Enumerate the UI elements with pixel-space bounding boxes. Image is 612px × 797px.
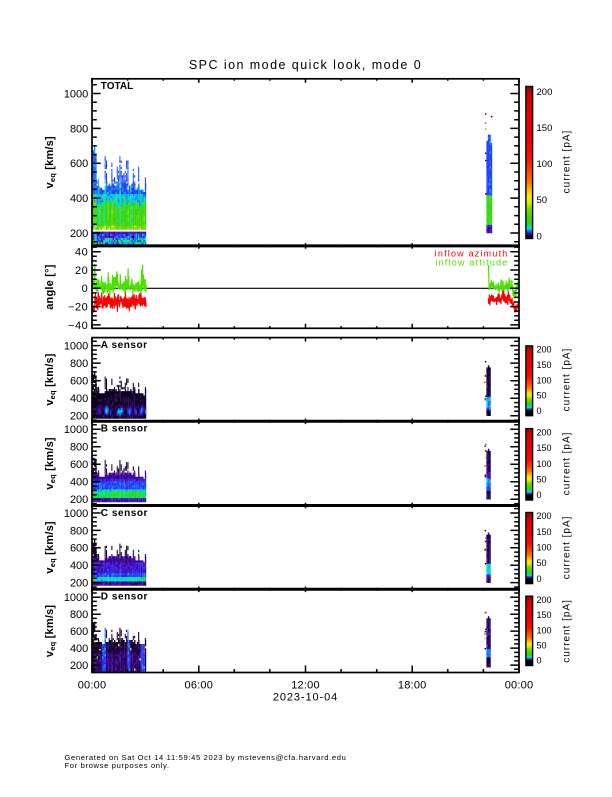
svg-text:600: 600 — [70, 158, 88, 170]
svg-text:2023-10-04: 2023-10-04 — [273, 692, 338, 704]
svg-text:200: 200 — [70, 494, 88, 506]
svg-text:400: 400 — [70, 477, 88, 489]
svg-text:100: 100 — [537, 625, 552, 635]
svg-text:800: 800 — [70, 525, 88, 537]
svg-text:800: 800 — [70, 358, 88, 370]
svg-text:inflow attitude: inflow attitude — [435, 257, 508, 267]
svg-text:400: 400 — [70, 193, 88, 205]
svg-text:200: 200 — [537, 595, 552, 605]
svg-text:1000: 1000 — [64, 88, 88, 100]
svg-text:150: 150 — [537, 123, 553, 134]
svg-text:800: 800 — [70, 442, 88, 454]
svg-text:150: 150 — [537, 443, 552, 453]
svg-text:50: 50 — [537, 558, 547, 568]
svg-text:200: 200 — [537, 345, 552, 355]
svg-text:current [pA]: current [pA] — [561, 432, 572, 496]
svg-text:1000: 1000 — [64, 341, 88, 353]
svg-text:18:00: 18:00 — [398, 680, 427, 692]
svg-text:200: 200 — [70, 660, 88, 672]
svg-text:600: 600 — [70, 376, 88, 388]
svg-text:00:00: 00:00 — [505, 680, 534, 692]
svg-text:0: 0 — [82, 283, 89, 295]
svg-text:50: 50 — [537, 195, 548, 206]
svg-text:200: 200 — [537, 511, 552, 521]
svg-text:−20: −20 — [68, 302, 88, 314]
svg-text:1000: 1000 — [64, 592, 88, 604]
svg-text:current [pA]: current [pA] — [561, 599, 572, 663]
svg-text:100: 100 — [537, 375, 552, 385]
svg-text:400: 400 — [70, 643, 88, 655]
svg-text:40: 40 — [75, 247, 88, 259]
svg-text:veq [km/s]: veq [km/s] — [44, 136, 57, 188]
svg-text:100: 100 — [537, 543, 552, 553]
svg-text:current [pA]: current [pA] — [561, 130, 572, 194]
svg-text:veq [km/s]: veq [km/s] — [44, 605, 57, 657]
svg-text:100: 100 — [537, 159, 553, 170]
svg-text:A sensor: A sensor — [101, 340, 148, 351]
svg-text:current [pA]: current [pA] — [561, 348, 572, 412]
svg-text:200: 200 — [70, 411, 88, 423]
svg-text:800: 800 — [70, 609, 88, 621]
svg-text:For browse purposes only.: For browse purposes only. — [65, 761, 170, 770]
svg-text:150: 150 — [537, 360, 552, 370]
svg-text:150: 150 — [537, 610, 552, 620]
svg-text:00:00: 00:00 — [78, 680, 107, 692]
svg-text:angle [°]: angle [°] — [44, 264, 56, 309]
svg-text:12:00: 12:00 — [291, 680, 320, 692]
svg-text:0: 0 — [537, 231, 542, 242]
svg-text:200: 200 — [537, 87, 553, 98]
svg-text:20: 20 — [75, 265, 88, 277]
svg-text:400: 400 — [70, 393, 88, 405]
svg-text:200: 200 — [70, 578, 88, 590]
svg-text:Generated on Sat Oct 14 11:59:: Generated on Sat Oct 14 11:59:45 2023 by… — [65, 753, 347, 762]
svg-text:600: 600 — [70, 626, 88, 638]
svg-text:800: 800 — [70, 123, 88, 135]
svg-text:50: 50 — [537, 475, 547, 485]
svg-text:veq [km/s]: veq [km/s] — [44, 437, 57, 489]
svg-text:50: 50 — [537, 391, 547, 401]
svg-text:200: 200 — [70, 228, 88, 240]
svg-text:inflow azimuth: inflow azimuth — [435, 249, 509, 259]
svg-text:50: 50 — [537, 641, 547, 651]
svg-text:06:00: 06:00 — [185, 680, 214, 692]
svg-text:1000: 1000 — [64, 424, 88, 436]
svg-text:0: 0 — [537, 656, 542, 666]
svg-text:400: 400 — [70, 560, 88, 572]
svg-text:200: 200 — [537, 427, 552, 437]
svg-text:600: 600 — [70, 543, 88, 555]
svg-text:current [pA]: current [pA] — [561, 516, 572, 580]
svg-text:veq [km/s]: veq [km/s] — [44, 353, 57, 405]
svg-text:C sensor: C sensor — [101, 508, 148, 519]
svg-text:−40: −40 — [68, 320, 88, 332]
svg-text:100: 100 — [537, 459, 552, 469]
svg-text:150: 150 — [537, 527, 552, 537]
svg-text:D sensor: D sensor — [101, 592, 148, 603]
svg-text:veq [km/s]: veq [km/s] — [44, 521, 57, 573]
svg-text:0: 0 — [537, 490, 542, 500]
svg-text:1000: 1000 — [64, 508, 88, 520]
svg-text:600: 600 — [70, 459, 88, 471]
svg-text:B sensor: B sensor — [101, 424, 148, 435]
svg-text:0: 0 — [537, 406, 542, 416]
svg-text:0: 0 — [537, 574, 542, 584]
svg-text:SPC ion mode quick look, mode: SPC ion mode quick look, mode 0 — [189, 58, 422, 72]
svg-text:TOTAL: TOTAL — [101, 81, 133, 92]
